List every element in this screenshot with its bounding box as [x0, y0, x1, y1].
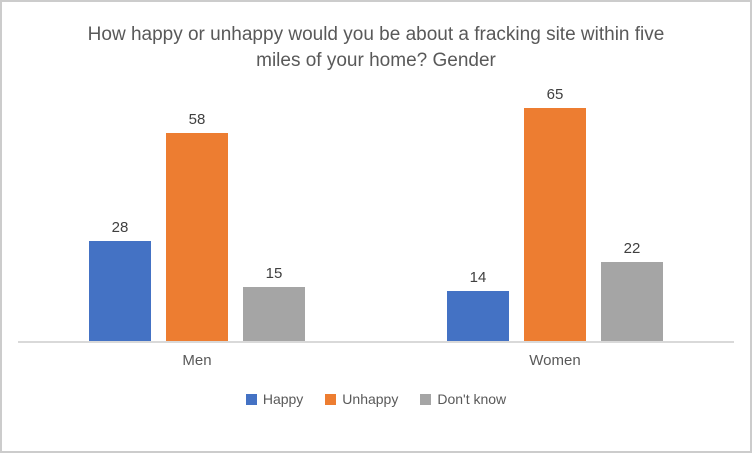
bar-unhappy — [524, 108, 586, 342]
legend-label: Don't know — [437, 391, 507, 408]
category-label-men: Men — [182, 352, 212, 370]
bar-column: 14 — [447, 269, 509, 342]
value-label: 58 — [188, 111, 206, 129]
legend-swatch-icon — [325, 393, 337, 405]
bar-group-women: 14 65 22 — [376, 83, 734, 342]
legend-swatch-icon — [245, 393, 257, 405]
value-label: 65 — [546, 86, 564, 104]
value-label: 15 — [265, 265, 283, 283]
bar-group-men: 28 58 15 — [18, 83, 376, 342]
bar-unhappy — [166, 133, 228, 342]
bar-don-t-know — [601, 262, 663, 342]
bar-column: 15 — [243, 265, 305, 342]
bar-column: 65 — [524, 86, 586, 342]
value-label: 28 — [111, 219, 129, 237]
legend-item-don-t-know: Don't know — [420, 391, 506, 407]
bar-column: 22 — [601, 240, 663, 342]
legend-label: Happy — [262, 391, 304, 408]
value-label: 22 — [623, 240, 641, 258]
legend-item-happy: Happy — [245, 391, 304, 408]
bar-column: 58 — [166, 111, 228, 342]
legend-swatch-icon — [420, 393, 432, 405]
value-label: 14 — [469, 269, 487, 287]
bar-happy — [447, 291, 509, 342]
chart-title: How happy or unhappy would you be about … — [87, 24, 665, 71]
bar-column: 28 — [89, 219, 151, 342]
legend: Happy Unhappy Don't know — [18, 391, 734, 407]
legend-item-unhappy: Unhappy — [325, 391, 398, 407]
bar-don-t-know — [243, 287, 305, 342]
bar-happy — [89, 241, 151, 342]
plot-wrap: 28 58 15 14 65 22 Men Women — [18, 83, 734, 369]
category-label-women: Women — [529, 352, 581, 370]
x-axis-labels: Men Women — [18, 343, 734, 369]
legend-label: Unhappy — [342, 391, 399, 408]
plot-area: 28 58 15 14 65 22 — [18, 83, 734, 344]
